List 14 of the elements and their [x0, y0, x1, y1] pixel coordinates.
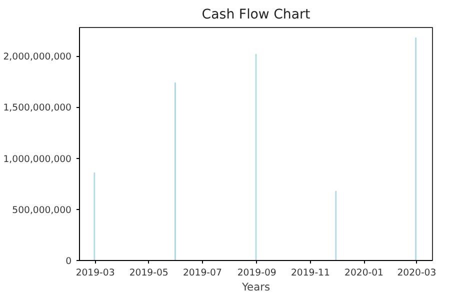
- y-tick-label: 0: [66, 256, 72, 267]
- y-tick-label: 1,500,000,000: [3, 102, 72, 114]
- x-tick-label: 2020-01: [344, 268, 384, 278]
- x-tick-label: 2019-03: [76, 268, 115, 278]
- x-tick-label: 2020-03: [397, 268, 436, 278]
- y-tick-label: 500,000,000: [12, 204, 72, 216]
- x-tick-label: 2019-09: [237, 268, 276, 278]
- x-tick-label: 2019-05: [129, 268, 168, 278]
- y-tick-label: 1,000,000,000: [3, 154, 72, 165]
- y-tick-label: 2,000,000,000: [3, 52, 72, 63]
- chart-title: Cash Flow Chart: [202, 8, 310, 22]
- x-axis-title: Years: [240, 280, 271, 294]
- x-tick-label: 2019-11: [290, 268, 330, 278]
- x-tick-label: 2019-07: [182, 268, 222, 278]
